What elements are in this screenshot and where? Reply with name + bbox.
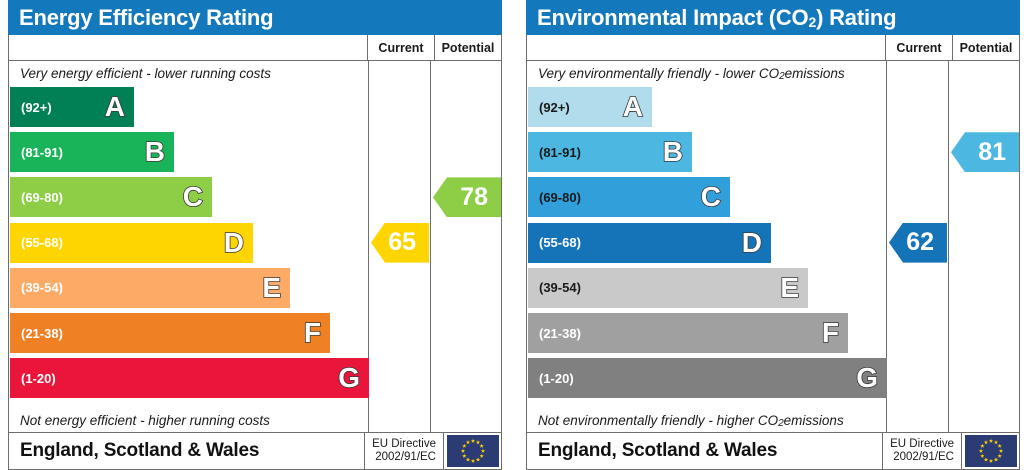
band-range-label: (39-54) <box>539 280 581 296</box>
band-a: (92+) A <box>10 87 134 127</box>
footer-directive: EU Directive 2002/91/EC <box>882 433 961 469</box>
column-header-row: Current Potential <box>9 35 501 61</box>
energy-efficiency-bands: (92+) A (81-91) B (69-80) C (55-68) D (39-54) E (2… <box>9 87 369 407</box>
column-header-potential: Potential <box>441 40 495 55</box>
band-range-label: (1-20) <box>539 370 574 386</box>
title-subscript: 2 <box>808 13 817 30</box>
energy-efficiency-grid: Current Potential Very energy efficient … <box>8 35 502 433</box>
environmental-impact-grid: Current Potential Very environmentally f… <box>526 35 1020 433</box>
column-divider-1 <box>886 61 887 432</box>
column-header-spacer <box>9 35 368 60</box>
band-g: (1-20) G <box>10 358 369 399</box>
band-d: (55-68) D <box>528 222 771 263</box>
energy-efficiency-body: Very energy efficient - lower running co… <box>9 61 501 432</box>
band-range-label: (81-91) <box>539 144 581 160</box>
band-range-label: (21-38) <box>539 325 581 341</box>
environmental-impact-title: Environmental Impact (CO 2) Rating <box>526 0 1020 35</box>
caption-bottom-subscript: 2 <box>778 417 784 429</box>
band-range-label: (1-20) <box>21 370 56 386</box>
band-letter-b: B <box>662 136 684 168</box>
band-c: (69-80) C <box>10 177 212 218</box>
band-range-label: (92+) <box>21 99 52 115</box>
band-b: (81-91) B <box>528 132 692 173</box>
band-letter-g: G <box>855 362 878 394</box>
footer-region: England, Scotland & Wales <box>538 440 778 461</box>
band-e: (39-54) E <box>528 267 808 308</box>
environmental-impact-footer: England, Scotland & Wales EU Directive 2… <box>526 433 1020 470</box>
column-header-current: Current <box>886 35 953 60</box>
page-title-tail: ) Rating <box>816 4 897 30</box>
column-header-spacer <box>527 35 886 60</box>
band-range-label: (92+) <box>539 99 570 115</box>
environmental-impact-certificate: Environmental Impact (CO 2) Rating Curren… <box>526 0 1020 470</box>
directive-line-1: EU Directive <box>890 438 954 450</box>
potential-rating-arrow: 78 <box>433 177 501 218</box>
band-letter-c: C <box>700 181 722 213</box>
band-letter-a: A <box>622 91 644 122</box>
band-g: (1-20) G <box>528 358 887 399</box>
band-a: (92+) A <box>528 87 652 127</box>
band-letter-d: D <box>223 226 245 258</box>
band-d: (55-68) D <box>10 222 253 263</box>
band-b: (81-91) B <box>10 132 174 173</box>
caption-bottom-tail: emissions <box>783 412 844 428</box>
energy-efficiency-title: Energy Efficiency Rating <box>8 0 502 35</box>
potential-rating-arrow: 81 <box>951 132 1019 173</box>
current-rating-arrow: 65 <box>371 222 429 263</box>
caption-not-friendly: Not environmentally friendly - higher CO… <box>527 408 886 432</box>
band-range-label: (69-80) <box>539 189 581 205</box>
band-range-label: (69-80) <box>21 189 63 205</box>
band-f: (21-38) F <box>528 313 848 353</box>
page-title-text: Energy Efficiency Rating <box>19 4 274 30</box>
band-letter-e: E <box>262 271 282 303</box>
column-header-row: Current Potential <box>527 35 1019 61</box>
column-divider-1 <box>368 61 369 432</box>
caption-top-text: Very energy efficient - lower running co… <box>20 65 271 81</box>
band-e: (39-54) E <box>10 267 290 308</box>
eu-flag-icon <box>443 433 501 469</box>
column-header-current: Current <box>368 35 435 60</box>
caption-very-friendly: Very environmentally friendly - lower CO… <box>527 61 886 85</box>
band-range-label: (55-68) <box>21 235 63 251</box>
caption-bottom-text: Not energy efficient - higher running co… <box>20 412 270 428</box>
footer-region: England, Scotland & Wales <box>20 440 260 461</box>
band-letter-g: G <box>337 362 360 394</box>
energy-efficiency-footer: England, Scotland & Wales EU Directive 2… <box>8 433 502 470</box>
footer-directive: EU Directive 2002/91/EC <box>364 433 443 469</box>
caption-top-text: Very environmentally friendly - lower CO <box>538 65 780 81</box>
band-letter-b: B <box>144 136 166 168</box>
current-rating-arrow: 62 <box>889 222 947 263</box>
band-letter-f: F <box>821 317 840 348</box>
band-letter-e: E <box>780 271 800 303</box>
band-letter-c: C <box>182 181 204 213</box>
page-title-text: Environmental Impact (CO <box>537 4 809 30</box>
directive-line-2: 2002/91/EC <box>375 451 436 463</box>
band-letter-a: A <box>104 91 126 122</box>
environmental-impact-bands: (92+) A (81-91) B (69-80) C (55-68) D (39-54) E (2… <box>527 87 887 407</box>
environmental-impact-body: Very environmentally friendly - lower CO… <box>527 61 1019 432</box>
band-letter-d: D <box>741 226 763 258</box>
energy-efficiency-certificate: Energy Efficiency Rating Current Potenti… <box>8 0 502 470</box>
band-letter-f: F <box>303 317 322 348</box>
band-range-label: (21-38) <box>21 325 63 341</box>
column-divider-2 <box>430 61 431 432</box>
band-range-label: (81-91) <box>21 144 63 160</box>
epc-rating-charts: Energy Efficiency Rating Current Potenti… <box>8 0 1020 470</box>
caption-not-efficient: Not energy efficient - higher running co… <box>9 408 368 432</box>
caption-top-subscript: 2 <box>779 70 785 82</box>
band-c: (69-80) C <box>528 177 730 218</box>
band-f: (21-38) F <box>10 313 330 353</box>
eu-flag-icon <box>961 433 1019 469</box>
directive-line-2: 2002/91/EC <box>893 451 954 463</box>
caption-very-efficient: Very energy efficient - lower running co… <box>9 61 368 85</box>
caption-bottom-text: Not environmentally friendly - higher CO <box>538 412 779 428</box>
caption-top-tail: emissions <box>784 65 845 81</box>
column-divider-2 <box>948 61 949 432</box>
band-range-label: (55-68) <box>539 235 581 251</box>
directive-line-1: EU Directive <box>372 438 436 450</box>
column-header-potential: Potential <box>959 40 1013 55</box>
band-range-label: (39-54) <box>21 280 63 296</box>
